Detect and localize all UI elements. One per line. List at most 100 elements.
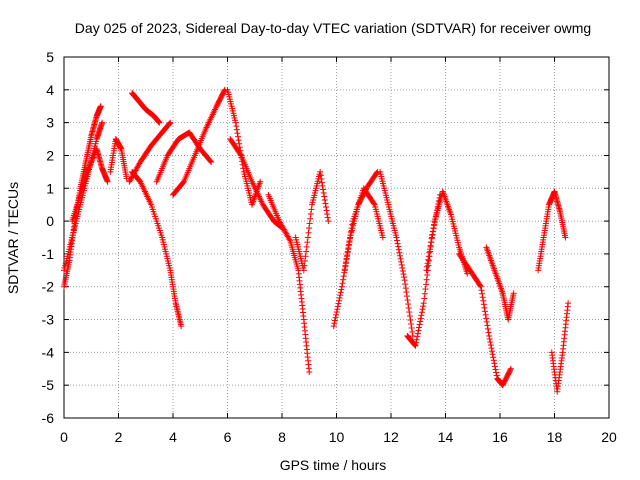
data-point [156, 119, 163, 126]
data-point [405, 301, 412, 308]
x-tick-label: 12 [383, 429, 399, 445]
data-point [401, 274, 408, 281]
data-point [480, 297, 487, 304]
data-point [423, 276, 430, 283]
data-point [417, 318, 424, 325]
data-point [394, 240, 401, 247]
data-point [408, 320, 415, 327]
data-point [413, 336, 420, 343]
data-point [304, 239, 311, 246]
data-point [409, 328, 416, 335]
data-point [321, 193, 328, 200]
data-point [429, 232, 436, 239]
data-point [235, 133, 242, 140]
data-point [379, 234, 386, 241]
data-point [233, 123, 240, 130]
data-point [493, 372, 500, 379]
y-tick-label: -6 [42, 410, 55, 426]
data-point [406, 309, 413, 316]
data-point [178, 323, 185, 330]
data-point [417, 315, 424, 322]
y-tick-label: -1 [42, 246, 55, 262]
data-point [317, 168, 324, 175]
data-point [565, 300, 572, 307]
data-point [325, 218, 332, 225]
data-point [303, 243, 310, 250]
data-point [424, 260, 431, 267]
data-point [395, 243, 402, 250]
data-point [484, 325, 491, 332]
data-point [420, 303, 427, 310]
data-point [428, 239, 435, 246]
data-point [491, 363, 498, 370]
data-point [490, 357, 497, 364]
data-point [90, 154, 97, 161]
data-point [349, 221, 356, 228]
chart-title: Day 025 of 2023, Sidereal Day-to-day VTE… [75, 20, 591, 36]
data-point [483, 315, 490, 322]
data-point [320, 189, 327, 196]
data-point [428, 235, 435, 242]
data-point [340, 276, 347, 283]
data-point [337, 292, 344, 299]
data-point [412, 342, 419, 349]
data-point [88, 158, 95, 165]
data-point [234, 130, 241, 137]
data-point [510, 290, 517, 297]
data-point [426, 249, 433, 256]
data-point [484, 322, 491, 329]
data-point [348, 228, 355, 235]
data-point [418, 309, 425, 316]
data-point [407, 317, 414, 324]
data-point [342, 260, 349, 267]
data-point [319, 182, 326, 189]
data-point [308, 206, 315, 213]
data-point [423, 267, 430, 274]
data-point [236, 140, 243, 147]
data-point [87, 159, 94, 166]
x-tick-label: 4 [169, 429, 177, 445]
data-point [104, 178, 111, 185]
data-point [478, 287, 485, 294]
data-point [489, 351, 496, 358]
data-point [208, 159, 215, 166]
data-point [429, 228, 436, 235]
data-point [477, 283, 484, 290]
data-point [414, 333, 421, 340]
data-point [507, 365, 514, 372]
data-point [425, 253, 432, 260]
data-point [491, 360, 498, 367]
x-tick-label: 16 [492, 429, 508, 445]
data-point [480, 301, 487, 308]
data-point [301, 257, 308, 264]
data-point [489, 348, 496, 355]
data-point [507, 366, 514, 373]
data-point [373, 170, 380, 177]
y-axis-label: SDTVAR / TECUs [5, 182, 21, 294]
data-point [166, 120, 173, 127]
data-point [97, 103, 104, 110]
data-point [136, 177, 143, 184]
data-point [402, 285, 409, 292]
data-point [345, 246, 352, 253]
data-point [307, 211, 314, 218]
data-point [409, 332, 416, 339]
data-point [306, 225, 313, 232]
data-point [301, 262, 308, 269]
data-point [348, 225, 355, 232]
y-tick-label: 3 [46, 115, 54, 131]
data-point [339, 280, 346, 287]
x-tick-label: 20 [601, 429, 617, 445]
data-point [430, 225, 437, 232]
data-point [89, 155, 96, 162]
data-point [398, 261, 405, 268]
data-point [343, 256, 350, 263]
data-point [86, 162, 93, 169]
data-point [370, 200, 377, 207]
data-point [408, 324, 415, 331]
data-point [479, 294, 486, 301]
data-point [482, 311, 489, 318]
data-point [427, 242, 434, 249]
